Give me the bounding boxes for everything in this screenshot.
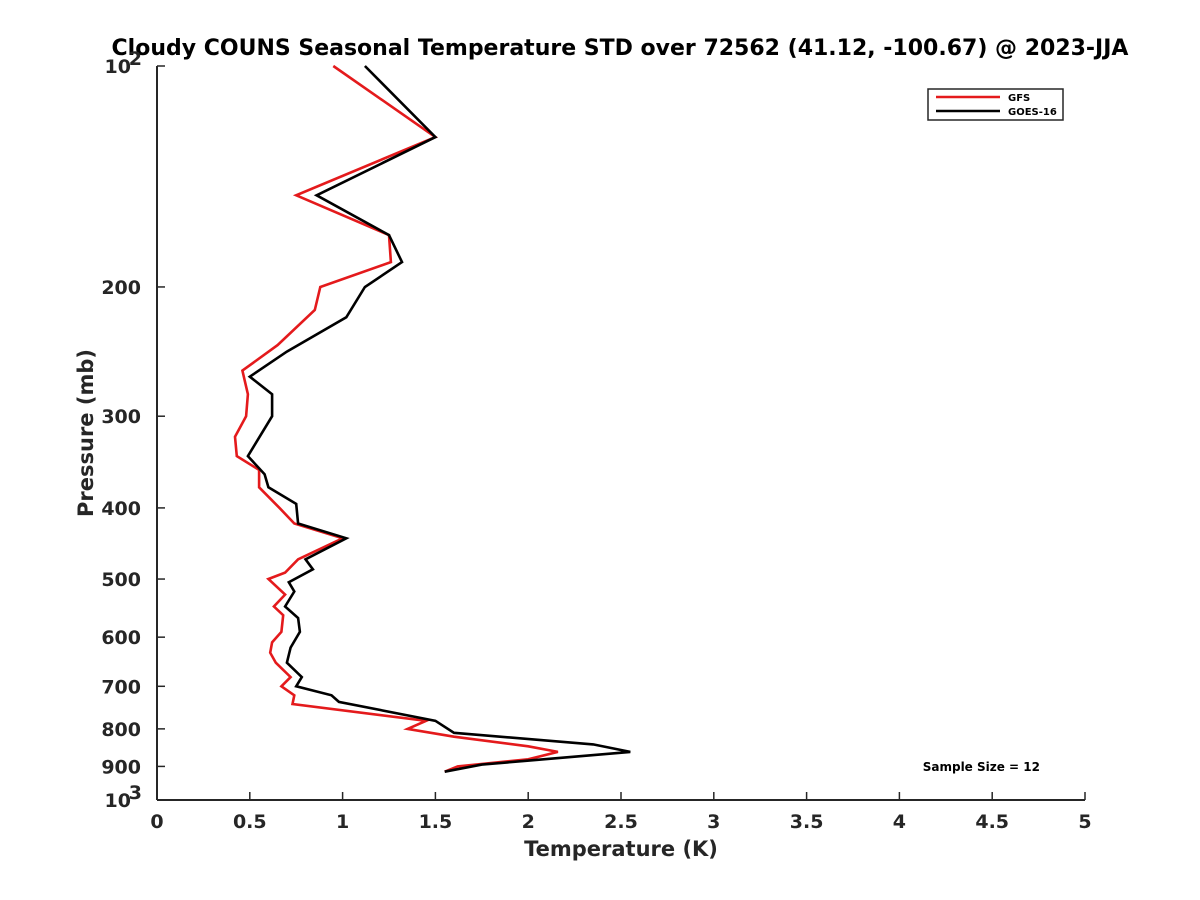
x-tick-label: 1 <box>336 811 349 833</box>
legend: GFS GOES-16 <box>927 88 1064 121</box>
y-tick-exponent: 2 <box>129 48 142 70</box>
series-lines <box>233 64 631 773</box>
x-tick-label: 4 <box>893 811 906 833</box>
y-tick-label: 600 <box>101 627 141 649</box>
y-tick-label: 900 <box>101 756 141 778</box>
y-axis-label: Pressure (mb) <box>74 349 98 517</box>
y-tick-label: 500 <box>101 569 141 591</box>
sample-size-annotation: Sample Size = 12 <box>923 760 1040 774</box>
x-axis-label: Temperature (K) <box>524 837 718 861</box>
x-tick-label: 4.5 <box>975 811 1009 833</box>
x-tick-label: 3 <box>707 811 720 833</box>
legend-label-gfs: GFS <box>1008 93 1030 104</box>
x-tick-label: 1.5 <box>419 811 453 833</box>
legend-label-goes16: GOES-16 <box>1008 107 1057 118</box>
y-tick-label: 10 <box>105 790 131 812</box>
series-line-gfs <box>233 64 559 773</box>
y-tick-label: 700 <box>101 676 141 698</box>
plot-area: 0 0.5 1 1.5 2 2.5 3 3.5 4 4.5 5 102200300400500600… <box>101 48 1091 833</box>
y-tick-label: 400 <box>101 498 141 520</box>
x-tick-label: 5 <box>1078 811 1091 833</box>
y-tick-label: 800 <box>101 719 141 741</box>
x-tick-label: 0 <box>150 811 163 833</box>
legend-box <box>927 88 1064 121</box>
series-line-goes16 <box>246 65 631 773</box>
x-tick-label: 3.5 <box>790 811 824 833</box>
x-axis-ticks: 0 0.5 1 1.5 2 2.5 3 3.5 4 4.5 5 <box>150 792 1092 833</box>
x-tick-label: 0.5 <box>233 811 267 833</box>
x-tick-label: 2.5 <box>604 811 638 833</box>
x-tick-label: 2 <box>522 811 535 833</box>
chart-title: Cloudy COUNS Seasonal Temperature STD ov… <box>112 36 1129 61</box>
y-tick-label: 10 <box>105 56 131 78</box>
y-tick-label: 200 <box>101 277 141 299</box>
y-tick-label: 300 <box>101 406 141 428</box>
y-tick-exponent: 3 <box>129 782 142 804</box>
